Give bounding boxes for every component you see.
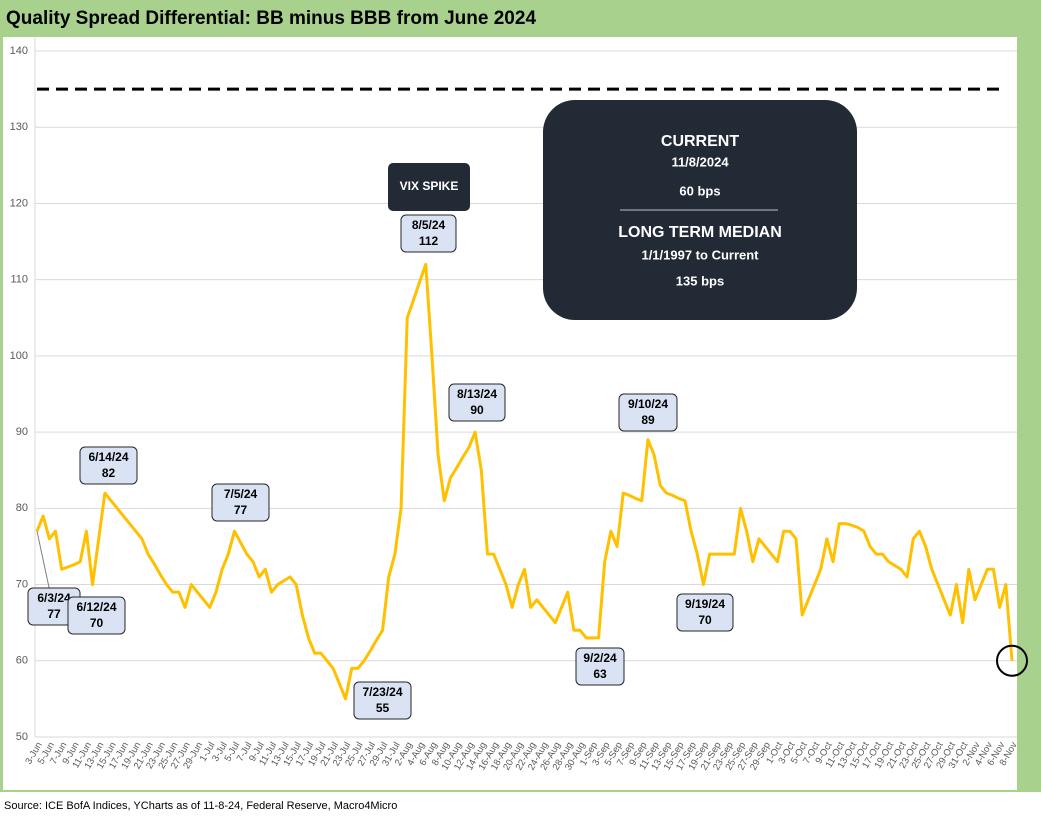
callout-box — [676, 593, 734, 632]
source: Source: ICE BofA Indices, YCharts as of … — [4, 800, 397, 812]
callout-box — [211, 483, 270, 522]
callout-value: 77 — [47, 607, 61, 621]
info-current-date: 11/8/2024 — [671, 154, 729, 169]
leader-line — [36, 531, 51, 593]
callout-value: 82 — [102, 466, 116, 480]
callout-box — [618, 393, 678, 432]
callout-value: 55 — [376, 701, 390, 715]
callout-date: 9/10/24 — [628, 397, 668, 411]
callout-date: 7/23/24 — [362, 685, 402, 699]
y-tick-label: 110 — [10, 274, 28, 286]
y-tick-label: 50 — [16, 731, 28, 743]
info-current-title: CURRENT — [661, 133, 739, 150]
y-tick-label: 90 — [16, 426, 28, 438]
callout-value: 70 — [698, 613, 712, 627]
callout-date: 8/13/24 — [457, 387, 497, 401]
chart-title: Quality Spread Differential: BB minus BB… — [6, 8, 536, 29]
callout-value: 89 — [641, 413, 655, 427]
callout-date: 7/5/24 — [224, 487, 258, 501]
y-tick-label: 140 — [10, 45, 28, 57]
plot-background — [3, 37, 1017, 790]
callout-box — [67, 596, 126, 635]
callout-value: 90 — [470, 403, 484, 417]
event-box — [388, 163, 470, 211]
callout-value: 77 — [234, 503, 248, 517]
current-marker — [996, 644, 1028, 677]
callout-value: 112 — [419, 234, 439, 248]
info-current-value: 60 bps — [679, 183, 720, 198]
event-label: VIX SPIKE — [400, 179, 459, 193]
series-line — [35, 262, 1014, 701]
info-median-period: 1/1/1997 to Current — [641, 247, 759, 262]
callout-date: 6/14/24 — [88, 450, 128, 464]
callout-date: 6/3/24 — [37, 591, 71, 605]
info-median-title: LONG TERM MEDIAN — [618, 224, 782, 241]
callout-date: 9/19/24 — [685, 597, 725, 611]
y-tick-label: 120 — [10, 197, 28, 209]
series — [35, 87, 1014, 701]
y-tick-label: 70 — [16, 578, 28, 590]
callout-date: 8/5/24 — [412, 218, 446, 232]
callout-box — [400, 214, 457, 253]
callout-date: 6/12/24 — [76, 600, 116, 614]
y-tick-label: 100 — [10, 350, 28, 362]
callout-box — [353, 681, 412, 720]
callout-date: 9/2/24 — [583, 651, 617, 665]
info-median-text: 135 bps — [676, 273, 724, 288]
callout-value: 63 — [593, 667, 607, 681]
callout-box — [575, 647, 625, 686]
callout-value: 70 — [90, 616, 104, 630]
y-tick-label: 130 — [10, 121, 28, 133]
callout-box — [448, 383, 506, 422]
y-tick-label: 80 — [16, 502, 28, 514]
y-tick-label: 60 — [16, 655, 28, 667]
callout-box — [79, 446, 138, 485]
